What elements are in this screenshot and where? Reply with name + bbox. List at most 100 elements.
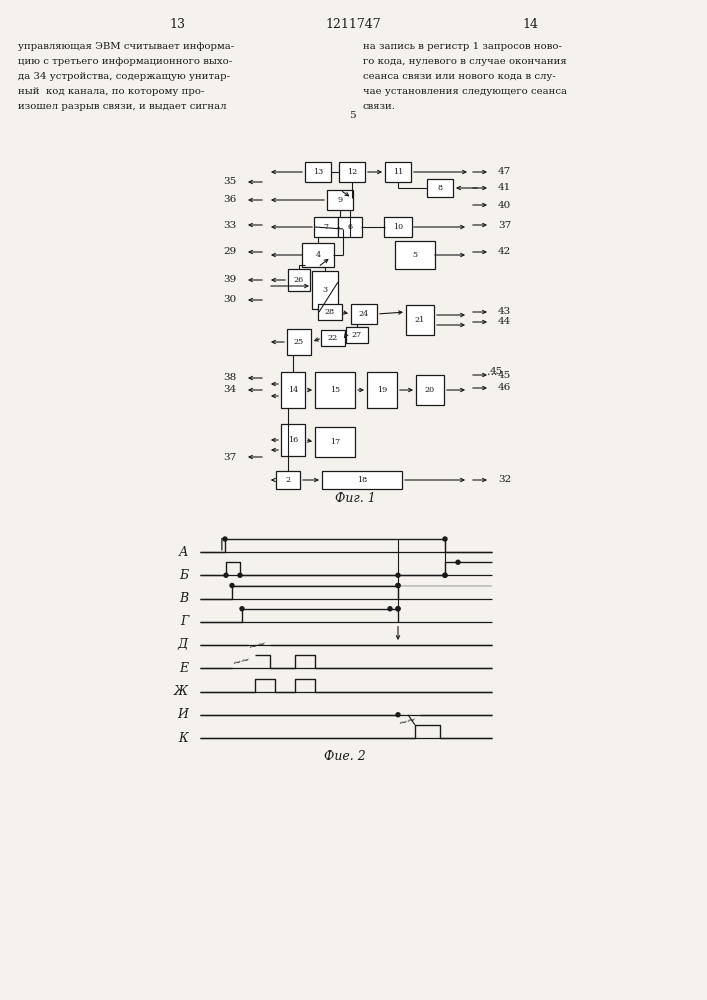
- Text: сеанса связи или нового кода в слу-: сеанса связи или нового кода в слу-: [363, 72, 556, 81]
- Bar: [395, 241, 435, 269]
- Circle shape: [456, 560, 460, 564]
- Circle shape: [240, 607, 244, 611]
- Text: ный  код канала, по которому про-: ный код канала, по которому про-: [18, 87, 204, 96]
- Text: 41: 41: [498, 184, 511, 192]
- Bar: [346, 327, 368, 343]
- Text: 32: 32: [498, 476, 511, 485]
- Text: 18: 18: [357, 476, 367, 484]
- Text: 36: 36: [223, 196, 237, 205]
- Text: 1211747: 1211747: [325, 18, 381, 31]
- Text: Д: Д: [178, 639, 188, 652]
- Text: И: И: [177, 708, 188, 721]
- Text: 12: 12: [347, 168, 357, 176]
- Text: 28: 28: [325, 308, 335, 316]
- Bar: [339, 162, 365, 182]
- Text: го кода, нулевого в случае окончания: го кода, нулевого в случае окончания: [363, 57, 566, 66]
- Text: К: К: [178, 732, 188, 744]
- Text: 37: 37: [223, 452, 237, 462]
- Bar: [406, 305, 434, 335]
- Text: 39: 39: [223, 275, 237, 284]
- Text: 7: 7: [324, 223, 329, 231]
- Text: 16: 16: [288, 436, 298, 444]
- Text: 33: 33: [223, 221, 237, 230]
- Text: связи.: связи.: [363, 102, 396, 111]
- Text: 13: 13: [313, 168, 323, 176]
- Bar: [288, 269, 310, 291]
- Text: 38: 38: [223, 373, 237, 382]
- Text: ∼∼: ∼∼: [232, 654, 252, 669]
- Text: 19: 19: [377, 386, 387, 394]
- Text: 14: 14: [288, 386, 298, 394]
- Bar: [327, 190, 353, 210]
- Circle shape: [396, 584, 400, 587]
- Text: 46: 46: [498, 383, 511, 392]
- Text: 45: 45: [498, 370, 511, 379]
- Text: 5: 5: [349, 111, 356, 120]
- Bar: [416, 375, 444, 405]
- Bar: [305, 162, 331, 182]
- Text: ...: ...: [487, 367, 498, 377]
- Text: 3: 3: [322, 286, 327, 294]
- Bar: [322, 471, 402, 489]
- Text: 47: 47: [498, 167, 511, 176]
- Text: Г: Г: [180, 615, 188, 628]
- Text: Ж: Ж: [174, 685, 188, 698]
- Bar: [318, 304, 342, 320]
- Circle shape: [396, 713, 400, 717]
- Text: Фиг. 1: Фиг. 1: [334, 491, 375, 504]
- Bar: [276, 471, 300, 489]
- Circle shape: [443, 573, 447, 577]
- Text: 27: 27: [352, 331, 362, 339]
- Text: 37: 37: [498, 221, 511, 230]
- Text: ∼∼: ∼∼: [397, 714, 419, 729]
- Text: 43: 43: [498, 308, 511, 316]
- Bar: [351, 304, 377, 324]
- Circle shape: [396, 607, 400, 611]
- Text: да 34 устройства, содержащую унитар-: да 34 устройства, содержащую унитар-: [18, 72, 230, 81]
- Circle shape: [396, 607, 400, 611]
- Text: 8: 8: [438, 184, 443, 192]
- Bar: [315, 372, 355, 408]
- Circle shape: [443, 573, 447, 577]
- Bar: [314, 217, 338, 237]
- Circle shape: [238, 573, 242, 577]
- Bar: [281, 372, 305, 408]
- Text: 13: 13: [169, 18, 185, 31]
- Text: 30: 30: [223, 296, 237, 304]
- Text: В: В: [179, 592, 188, 605]
- Text: 17: 17: [330, 438, 340, 446]
- Bar: [281, 424, 305, 456]
- Text: ⌈: ⌈: [219, 538, 225, 552]
- Text: 34: 34: [223, 385, 237, 394]
- Text: 2: 2: [286, 476, 291, 484]
- Text: управляющая ЭВМ считывает информа-: управляющая ЭВМ считывает информа-: [18, 42, 234, 51]
- Bar: [312, 271, 338, 309]
- Circle shape: [443, 537, 447, 541]
- Bar: [315, 427, 355, 457]
- Text: Б: Б: [179, 569, 188, 582]
- Text: 25: 25: [294, 338, 304, 346]
- Text: 29: 29: [223, 247, 237, 256]
- Circle shape: [224, 573, 228, 577]
- Text: 15: 15: [330, 386, 340, 394]
- Circle shape: [230, 584, 234, 587]
- Text: 14: 14: [522, 18, 538, 31]
- Bar: [321, 330, 345, 346]
- Text: 44: 44: [498, 318, 511, 326]
- Text: 6: 6: [347, 223, 353, 231]
- Text: на запись в регистр 1 запросов ново-: на запись в регистр 1 запросов ново-: [363, 42, 562, 51]
- Text: 10: 10: [393, 223, 403, 231]
- Text: 24: 24: [359, 310, 369, 318]
- Text: 4: 4: [315, 251, 320, 259]
- Text: Е: Е: [179, 662, 188, 675]
- Text: 22: 22: [328, 334, 338, 342]
- Bar: [302, 243, 334, 267]
- Text: 45: 45: [490, 367, 503, 376]
- Text: 26: 26: [294, 276, 304, 284]
- Text: 20: 20: [425, 386, 435, 394]
- Circle shape: [396, 584, 400, 587]
- Circle shape: [388, 607, 392, 611]
- Bar: [427, 179, 453, 197]
- Text: 5: 5: [412, 251, 418, 259]
- Text: 21: 21: [415, 316, 425, 324]
